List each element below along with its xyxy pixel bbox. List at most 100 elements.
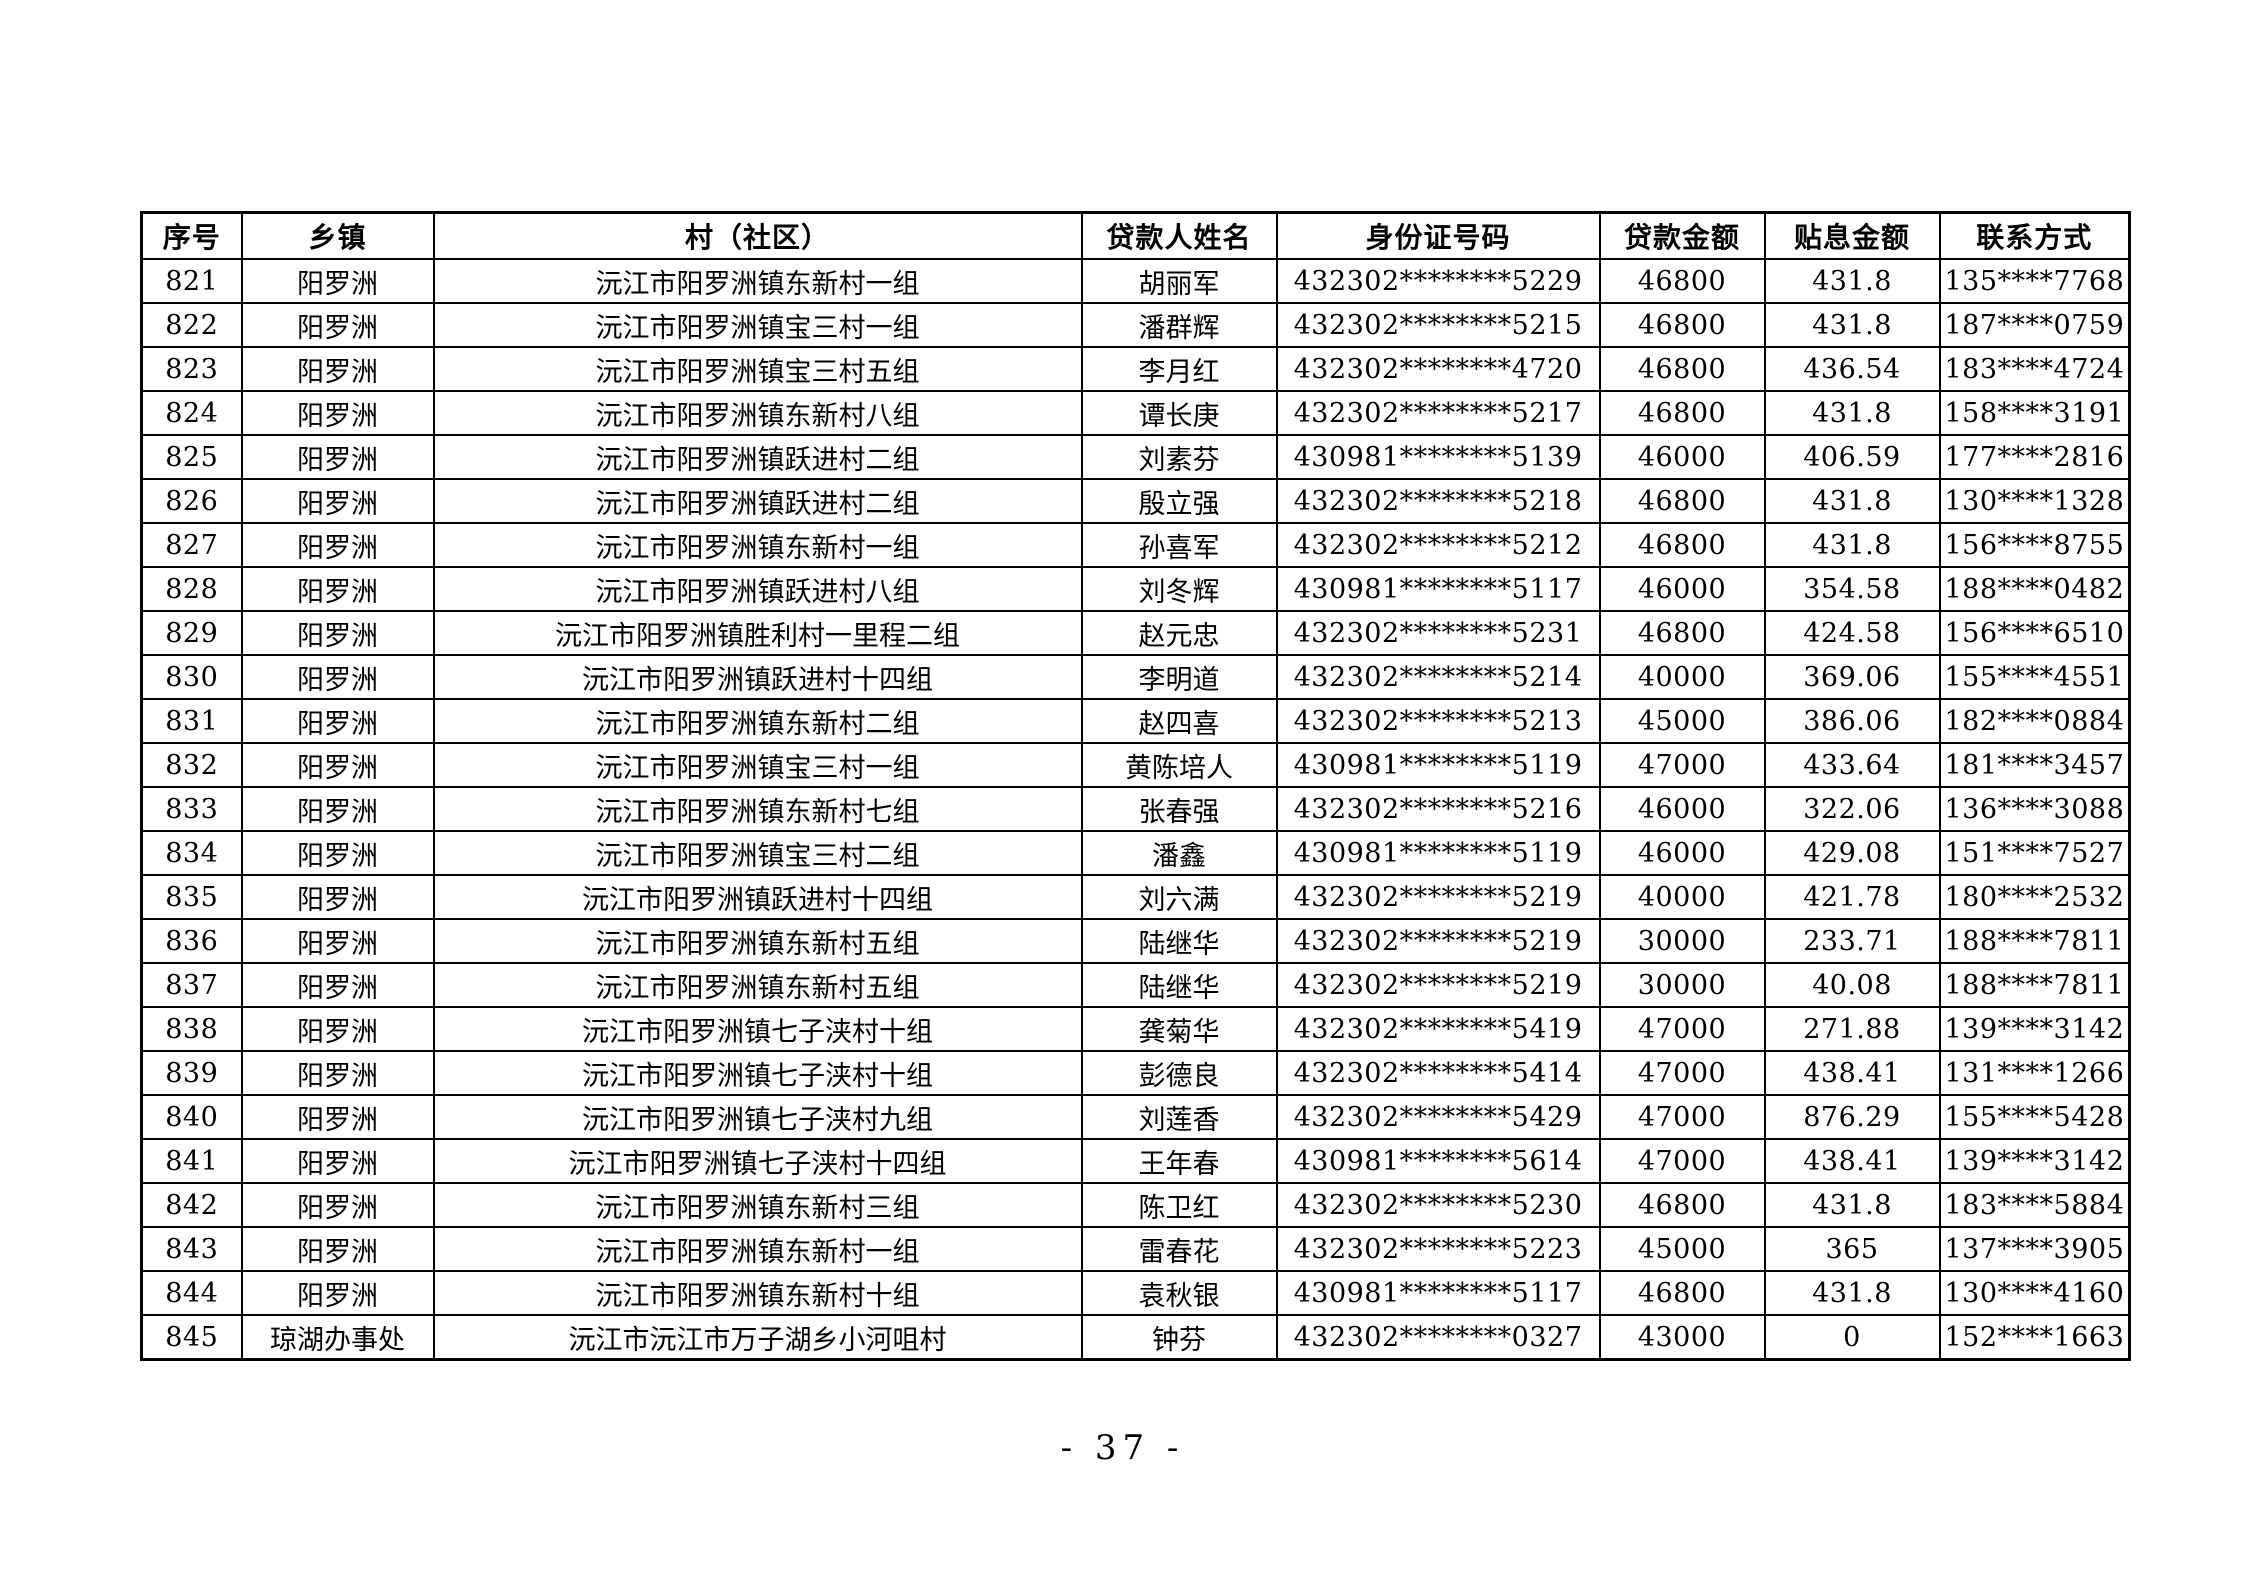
cell-township: 阳罗洲 [240, 830, 435, 876]
table-row: 821 阳罗洲 沅江市阳罗洲镇东新村一组 胡丽军 432302********5229 4… [140, 258, 2131, 304]
cell-id-number: 432302********5218 [1275, 478, 1601, 524]
cell-township: 阳罗洲 [240, 1094, 435, 1140]
cell-borrower: 王年春 [1080, 1138, 1278, 1184]
table-row: 845 琼湖办事处 沅江市沅江市万子湖乡小河咀村 钟芬 432302********03… [140, 1314, 2131, 1361]
cell-borrower: 刘冬辉 [1080, 566, 1278, 612]
cell-id-number: 430981********5139 [1275, 434, 1601, 480]
cell-village: 沅江市阳罗洲镇跃进村二组 [432, 478, 1083, 524]
cell-subsidy-amount: 406.59 [1763, 434, 1941, 480]
cell-contact: 177****2816 [1938, 434, 2131, 480]
cell-id-number: 430981********5119 [1275, 830, 1601, 876]
table-row: 837 阳罗洲 沅江市阳罗洲镇东新村五组 陆继华 432302********5219 3… [140, 962, 2131, 1008]
cell-borrower: 谭长庚 [1080, 390, 1278, 436]
cell-township: 阳罗洲 [240, 390, 435, 436]
cell-township: 阳罗洲 [240, 1226, 435, 1272]
cell-township: 阳罗洲 [240, 1182, 435, 1228]
cell-township: 阳罗洲 [240, 874, 435, 920]
cell-serial: 824 [140, 390, 243, 436]
cell-township: 阳罗洲 [240, 478, 435, 524]
cell-contact: 181****3457 [1938, 742, 2131, 788]
cell-borrower: 陆继华 [1080, 918, 1278, 964]
cell-id-number: 432302********5229 [1275, 258, 1601, 304]
cell-village: 沅江市阳罗洲镇七子浃村十组 [432, 1006, 1083, 1052]
cell-loan-amount: 43000 [1598, 1314, 1766, 1361]
cell-id-number: 432302********5217 [1275, 390, 1601, 436]
cell-serial: 834 [140, 830, 243, 876]
table-row: 828 阳罗洲 沅江市阳罗洲镇跃进村八组 刘冬辉 430981********5117 4… [140, 566, 2131, 612]
cell-village: 沅江市阳罗洲镇跃进村十四组 [432, 654, 1083, 700]
cell-serial: 844 [140, 1270, 243, 1316]
cell-contact: 139****3142 [1938, 1006, 2131, 1052]
cell-loan-amount: 46800 [1598, 258, 1766, 304]
column-header-borrower: 贷款人姓名 [1080, 211, 1278, 260]
cell-serial: 828 [140, 566, 243, 612]
cell-id-number: 432302********5212 [1275, 522, 1601, 568]
cell-serial: 830 [140, 654, 243, 700]
page-number: - 37 - [1060, 1428, 1185, 1468]
cell-id-number: 432302********5419 [1275, 1006, 1601, 1052]
cell-contact: 136****3088 [1938, 786, 2131, 832]
cell-village: 沅江市阳罗洲镇东新村三组 [432, 1182, 1083, 1228]
cell-serial: 823 [140, 346, 243, 392]
cell-serial: 833 [140, 786, 243, 832]
cell-id-number: 432302********4720 [1275, 346, 1601, 392]
cell-loan-amount: 30000 [1598, 962, 1766, 1008]
cell-serial: 841 [140, 1138, 243, 1184]
cell-contact: 182****0884 [1938, 698, 2131, 744]
cell-loan-amount: 46800 [1598, 522, 1766, 568]
cell-borrower: 赵元忠 [1080, 610, 1278, 656]
cell-borrower: 赵四喜 [1080, 698, 1278, 744]
cell-loan-amount: 40000 [1598, 874, 1766, 920]
table-row: 833 阳罗洲 沅江市阳罗洲镇东新村七组 张春强 432302********5216 4… [140, 786, 2131, 832]
cell-village: 沅江市阳罗洲镇宝三村一组 [432, 302, 1083, 348]
cell-contact: 188****0482 [1938, 566, 2131, 612]
cell-id-number: 432302********5214 [1275, 654, 1601, 700]
cell-subsidy-amount: 322.06 [1763, 786, 1941, 832]
cell-loan-amount: 40000 [1598, 654, 1766, 700]
cell-township: 阳罗洲 [240, 1050, 435, 1096]
cell-serial: 831 [140, 698, 243, 744]
cell-serial: 842 [140, 1182, 243, 1228]
table-row: 836 阳罗洲 沅江市阳罗洲镇东新村五组 陆继华 432302********5219 3… [140, 918, 2131, 964]
cell-subsidy-amount: 271.88 [1763, 1006, 1941, 1052]
cell-subsidy-amount: 429.08 [1763, 830, 1941, 876]
cell-id-number: 432302********5429 [1275, 1094, 1601, 1140]
cell-subsidy-amount: 438.41 [1763, 1138, 1941, 1184]
cell-borrower: 陆继华 [1080, 962, 1278, 1008]
cell-village: 沅江市阳罗洲镇跃进村八组 [432, 566, 1083, 612]
column-header-township: 乡镇 [240, 211, 435, 260]
cell-loan-amount: 46800 [1598, 1182, 1766, 1228]
cell-township: 阳罗洲 [240, 698, 435, 744]
table-row: 831 阳罗洲 沅江市阳罗洲镇东新村二组 赵四喜 432302********5213 4… [140, 698, 2131, 744]
column-header-id-number: 身份证号码 [1275, 211, 1601, 260]
cell-village: 沅江市阳罗洲镇七子浃村十组 [432, 1050, 1083, 1096]
cell-contact: 135****7768 [1938, 258, 2131, 304]
cell-village: 沅江市阳罗洲镇宝三村二组 [432, 830, 1083, 876]
cell-contact: 130****4160 [1938, 1270, 2131, 1316]
cell-village: 沅江市阳罗洲镇跃进村二组 [432, 434, 1083, 480]
cell-village: 沅江市阳罗洲镇宝三村一组 [432, 742, 1083, 788]
cell-contact: 151****7527 [1938, 830, 2131, 876]
cell-serial: 821 [140, 258, 243, 304]
cell-subsidy-amount: 365 [1763, 1226, 1941, 1272]
cell-serial: 843 [140, 1226, 243, 1272]
table-row: 830 阳罗洲 沅江市阳罗洲镇跃进村十四组 李明道 432302********5214… [140, 654, 2131, 700]
cell-subsidy-amount: 431.8 [1763, 478, 1941, 524]
cell-subsidy-amount: 431.8 [1763, 522, 1941, 568]
cell-contact: 188****7811 [1938, 962, 2131, 1008]
cell-township: 阳罗洲 [240, 610, 435, 656]
cell-contact: 152****1663 [1938, 1314, 2131, 1361]
table-row: 841 阳罗洲 沅江市阳罗洲镇七子浃村十四组 王年春 430981********561… [140, 1138, 2131, 1184]
cell-serial: 838 [140, 1006, 243, 1052]
cell-id-number: 432302********5219 [1275, 918, 1601, 964]
cell-loan-amount: 46800 [1598, 390, 1766, 436]
cell-borrower: 黄陈培人 [1080, 742, 1278, 788]
column-header-contact: 联系方式 [1938, 211, 2131, 260]
cell-township: 阳罗洲 [240, 786, 435, 832]
cell-contact: 155****5428 [1938, 1094, 2131, 1140]
table-row: 832 阳罗洲 沅江市阳罗洲镇宝三村一组 黄陈培人 430981********5119… [140, 742, 2131, 788]
cell-subsidy-amount: 424.58 [1763, 610, 1941, 656]
table-row: 827 阳罗洲 沅江市阳罗洲镇东新村一组 孙喜军 432302********5212 4… [140, 522, 2131, 568]
cell-borrower: 孙喜军 [1080, 522, 1278, 568]
